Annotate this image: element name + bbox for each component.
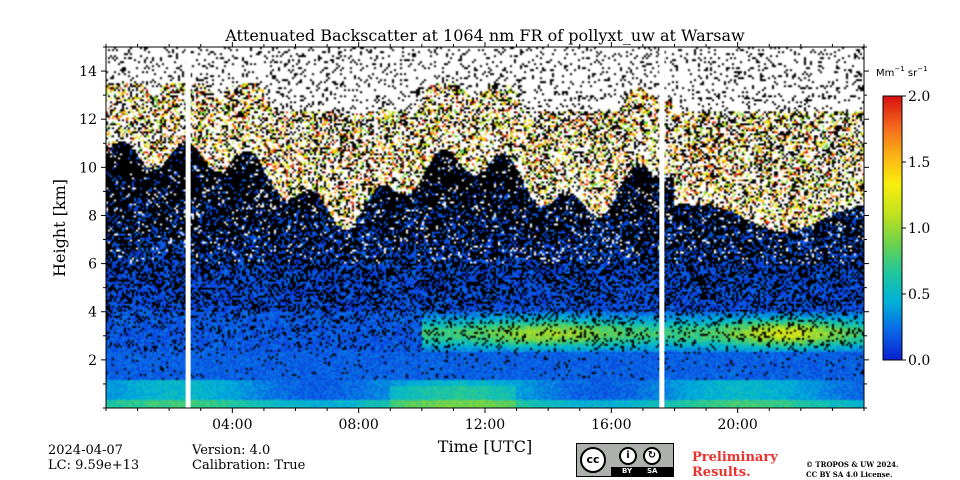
y-tick-label: 8 xyxy=(88,208,97,224)
chart-title: Attenuated Backscatter at 1064 nm FR of … xyxy=(224,26,745,45)
colorbar-tick-label: 1.5 xyxy=(908,155,930,171)
x-axis: 04:00 08:00 12:00 16:00 20:00 xyxy=(105,42,865,433)
y-axis-label: Height [km] xyxy=(50,179,69,277)
colorbar-gradient xyxy=(882,95,903,361)
colorbar-unit: Mm−1 sr−1 xyxy=(876,65,928,79)
cc-badge-strip: BY SA xyxy=(611,467,673,476)
license-line-1: © TROPOS & UW 2024. xyxy=(806,460,899,469)
date-label: 2024-04-07 xyxy=(48,443,123,458)
y-axis: 2 4 6 8 10 12 14 xyxy=(79,46,869,409)
preliminary-line-1: Preliminary xyxy=(692,450,778,465)
version-label: Version: 4.0 xyxy=(192,443,271,458)
x-tick-label: 20:00 xyxy=(717,417,757,433)
y-tick-label: 6 xyxy=(88,257,97,273)
y-tick-label: 14 xyxy=(79,64,97,80)
license-line-2: CC BY SA 4.0 License. xyxy=(806,470,893,479)
y-tick-label: 4 xyxy=(88,305,97,321)
data-gap xyxy=(659,47,665,408)
data-gap xyxy=(185,47,191,408)
colorbar-tick-label: 2.0 xyxy=(908,89,930,105)
y-tick-label: 2 xyxy=(88,353,97,369)
cc-logo-icon: cc xyxy=(580,447,606,473)
backscatter-heatmap xyxy=(106,47,864,408)
lc-label: LC: 9.59e+13 xyxy=(48,458,140,473)
x-tick-label: 12:00 xyxy=(465,417,505,433)
share-alike-icon: ↻ xyxy=(643,447,661,465)
preliminary-results-label: Preliminary Results. xyxy=(692,450,778,480)
y-tick-label: 10 xyxy=(79,160,97,176)
calibration-label: Calibration: True xyxy=(192,458,306,473)
colorbar: 0.0 0.5 1.0 1.5 2.0 Mm−1 sr−1 xyxy=(876,65,930,369)
by-person-icon: i xyxy=(619,447,637,465)
cc-by-label: BY xyxy=(622,467,633,475)
cc-sa-label: SA xyxy=(647,467,658,475)
x-axis-label: Time [UTC] xyxy=(438,437,532,456)
cc-license-badge: cc i ↻ BY SA xyxy=(576,443,674,477)
colorbar-tick-label: 1.0 xyxy=(908,221,930,237)
x-tick-label: 08:00 xyxy=(338,417,378,433)
plot-area xyxy=(105,46,865,409)
y-tick-label: 12 xyxy=(79,112,97,128)
preliminary-line-2: Results. xyxy=(692,465,751,480)
x-tick-label: 16:00 xyxy=(591,417,631,433)
license-text: © TROPOS & UW 2024. CC BY SA 4.0 License… xyxy=(806,460,899,480)
x-tick-label: 04:00 xyxy=(212,417,252,433)
colorbar-tick-label: 0.5 xyxy=(908,287,930,303)
colorbar-tick-label: 0.0 xyxy=(908,353,930,369)
